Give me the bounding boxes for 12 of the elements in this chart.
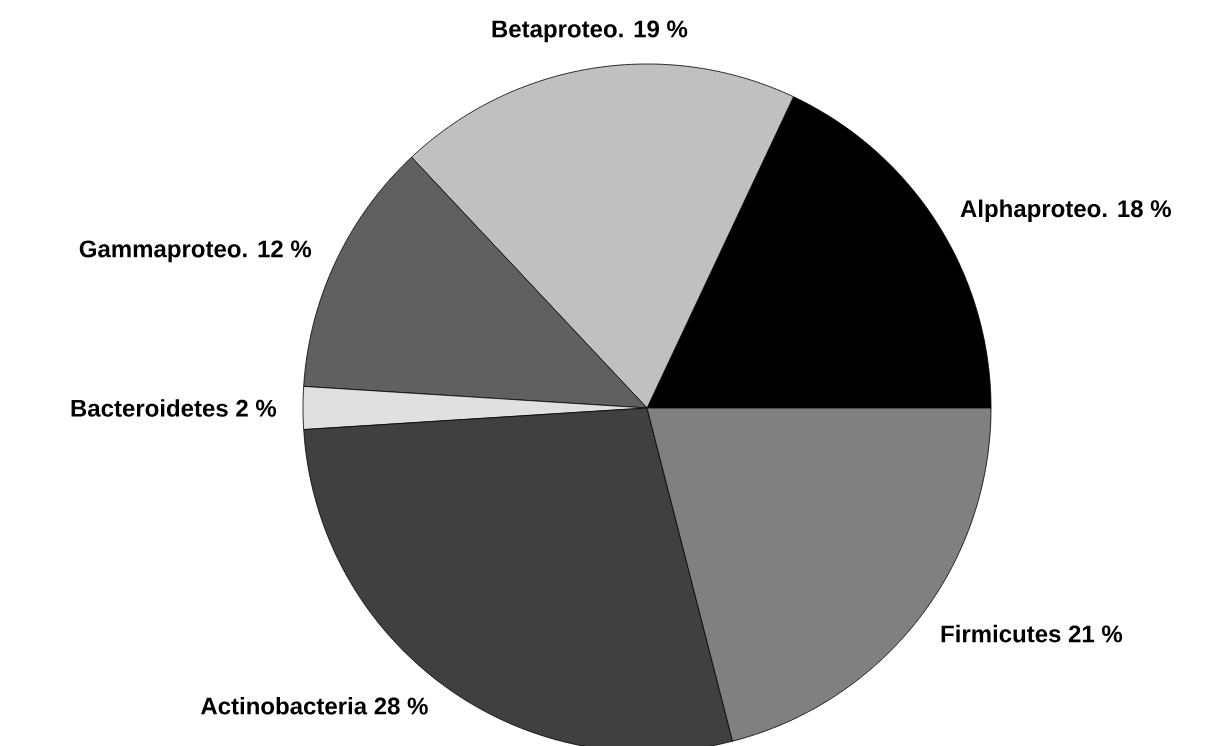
data-label: 19 %: [634, 20, 688, 38]
data-label: 21 %: [1068, 625, 1123, 643]
slice-label: Firmicutes: [941, 624, 1061, 643]
slice-label: Gammaproteo.: [79, 240, 247, 263]
slice-label: Bacteroidetes: [71, 399, 228, 417]
data-label: 2 %: [236, 399, 277, 417]
slice-label: Actinobacteria: [200, 696, 368, 715]
data-label: 18 %: [1118, 200, 1171, 218]
data-label: 12 %: [258, 240, 312, 258]
data-label: 28 %: [374, 697, 428, 715]
slice-label: Betaproteo.: [492, 20, 623, 43]
slice-label: Alphaproteo.: [960, 199, 1107, 222]
